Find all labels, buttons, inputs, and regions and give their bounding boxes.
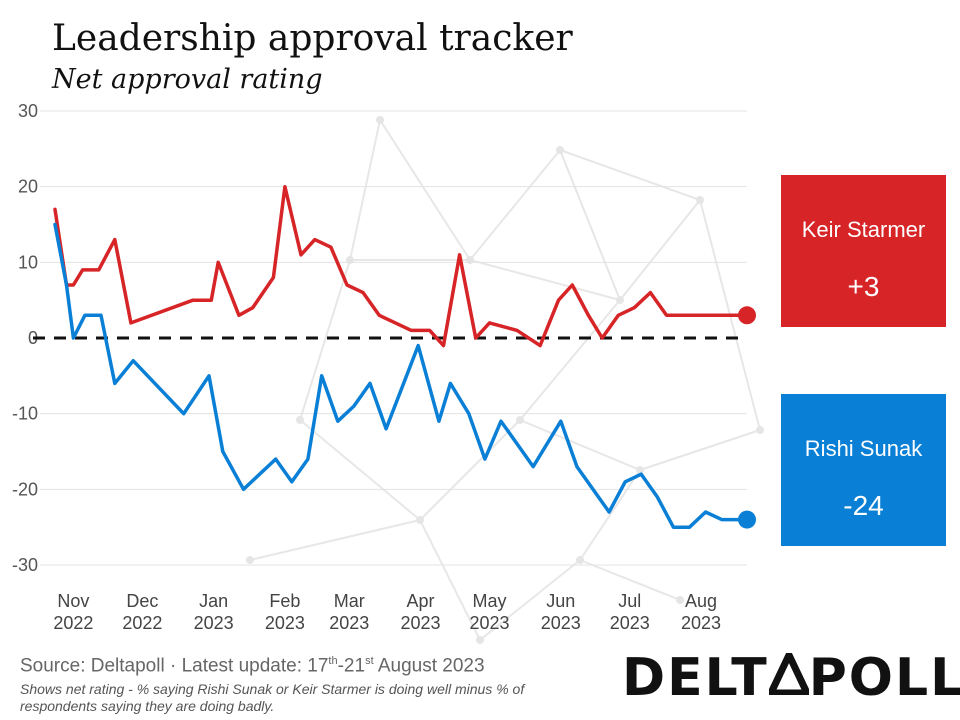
rishi-sunak-endpoint-marker: [738, 510, 756, 529]
starmer-label-card: Keir Starmer +3: [781, 175, 946, 327]
y-tick-label: 10: [18, 252, 38, 272]
chart-subtitle: Net approval rating: [52, 64, 323, 95]
starmer-card-name: Keir Starmer: [801, 217, 926, 242]
x-tick-month: Jun: [546, 591, 575, 611]
x-tick-month: Nov: [57, 591, 89, 611]
x-tick-year: 2023: [329, 613, 369, 633]
x-tick-year: 2023: [265, 613, 305, 633]
x-tick-year: 2023: [194, 613, 234, 633]
y-tick-label: -10: [12, 404, 38, 424]
source-sup-st: st: [365, 655, 374, 667]
y-tick-label: -20: [12, 479, 38, 499]
y-tick-label: 0: [28, 328, 38, 348]
x-tick-year: 2023: [610, 613, 650, 633]
logo-text-right: POLL: [808, 648, 960, 708]
x-tick-year: 2022: [53, 613, 93, 633]
x-tick-month: May: [473, 591, 507, 611]
x-tick-month: Jan: [199, 591, 228, 611]
y-tick-label: -30: [12, 555, 38, 575]
y-axis: 30 20 10 0 -10 -20 -30: [12, 101, 38, 575]
x-tick-month: Feb: [269, 591, 300, 611]
x-tick-year: 2023: [541, 613, 581, 633]
logo-text-left: DELT: [622, 648, 769, 708]
source-prefix: Source: Deltapoll · Latest update: 17: [20, 655, 329, 677]
y-tick-label: 30: [18, 101, 38, 121]
x-tick-month: Aug: [685, 591, 717, 611]
keir-starmer-series-line: [53, 184, 749, 348]
x-tick-year: 2023: [681, 613, 721, 633]
x-tick-year: 2022: [122, 613, 162, 633]
deltapoll-logo: DELT POLL: [622, 648, 960, 708]
x-axis: Nov2022Dec2022Jan2023Feb2023Mar2023Apr20…: [53, 591, 721, 633]
sunak-card-name: Rishi Sunak: [804, 436, 923, 461]
keir-starmer-endpoint-marker: [738, 306, 756, 325]
rishi-sunak-series-line: [53, 222, 749, 529]
y-tick-label: 20: [18, 177, 38, 197]
series-group: [53, 184, 756, 529]
x-tick-month: Dec: [126, 591, 158, 611]
source-suffix: August 2023: [373, 655, 485, 677]
x-tick-month: Mar: [334, 591, 365, 611]
sunak-card-value: -24: [843, 490, 884, 521]
x-tick-month: Jul: [618, 591, 641, 611]
logo-triangle-icon: [768, 653, 809, 695]
starmer-card-value: +3: [847, 271, 880, 302]
source-line: Source: Deltapoll · Latest update: 17th-…: [20, 655, 485, 677]
x-tick-month: Apr: [407, 591, 435, 611]
source-mid: -21: [337, 655, 366, 677]
source-sup-th: th: [328, 655, 338, 667]
chart-title: Leadership approval tracker: [52, 18, 573, 59]
x-tick-year: 2023: [401, 613, 441, 633]
x-tick-year: 2023: [469, 613, 509, 633]
methodology-note: Shows net rating - % saying Rishi Sunak …: [20, 681, 525, 714]
sunak-label-card: Rishi Sunak -24: [781, 394, 946, 546]
